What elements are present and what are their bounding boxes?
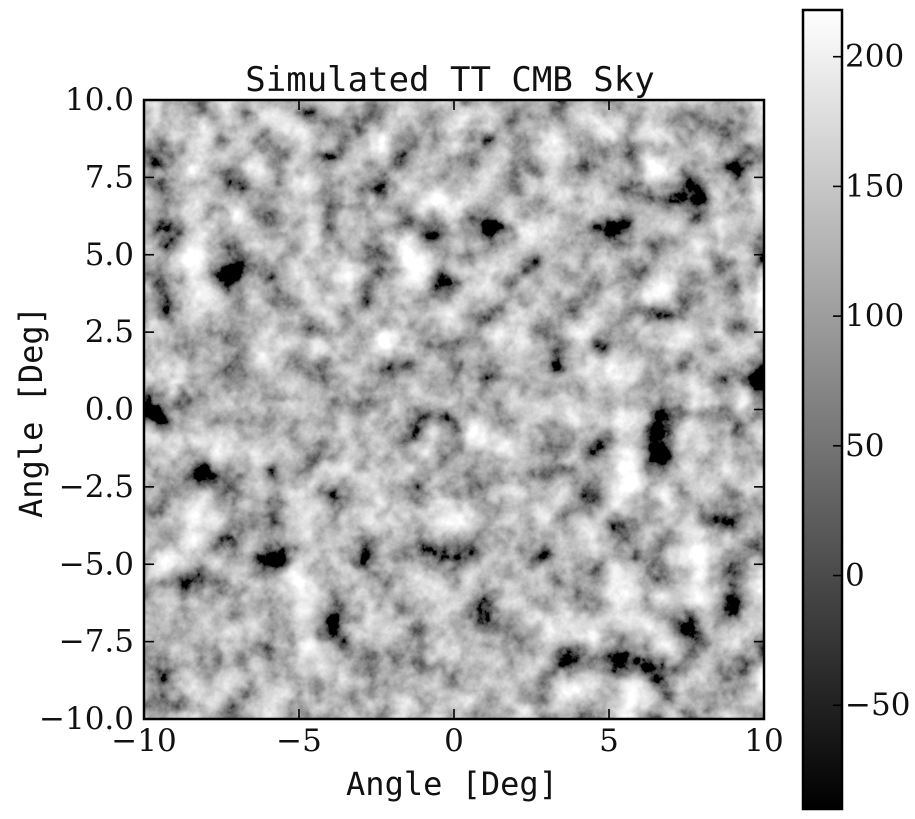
heatmap-area: [144, 100, 764, 719]
y-tick-label: 0.0: [85, 392, 134, 428]
y-tick-label: −7.5: [59, 624, 134, 660]
x-tick-label: 0: [444, 723, 464, 759]
x-tick-label: −10: [111, 723, 176, 759]
colorbar-tick-label: 50: [845, 428, 884, 464]
y-tick-label: 2.5: [85, 314, 134, 350]
colorbar: [801, 8, 844, 811]
y-axis-label: Angle [Deg]: [12, 306, 50, 518]
colorbar-tick-label: 0: [845, 558, 865, 594]
chart-title: Simulated TT CMB Sky: [245, 60, 654, 100]
y-tick-label: 7.5: [85, 159, 134, 195]
x-tick-label: −5: [276, 723, 322, 759]
y-axis-ticks: −10.0 −7.5 −5.0 −2.5 0.0 2.5 5.0 7.5 10.0: [39, 82, 764, 737]
y-tick-label: 10.0: [65, 82, 134, 118]
colorbar-ticks: −50 0 50 100 150 200: [833, 39, 910, 723]
x-tick-label: 10: [744, 723, 783, 759]
x-tick-label: 5: [599, 723, 619, 759]
colorbar-tick-label: 100: [845, 298, 904, 334]
x-axis-ticks: −10 −5 0 5 10: [111, 100, 784, 759]
y-tick-label: −5.0: [59, 546, 134, 582]
y-tick-label: −10.0: [39, 701, 134, 737]
sky-map-image: [144, 100, 764, 719]
x-axis-label: Angle [Deg]: [346, 765, 558, 803]
colorbar-tick-label: 200: [845, 39, 904, 75]
colorbar-tick-label: −50: [845, 687, 910, 723]
y-tick-label: 5.0: [85, 237, 134, 273]
y-tick-label: −2.5: [59, 469, 134, 505]
colorbar-tick-label: 150: [845, 168, 904, 204]
